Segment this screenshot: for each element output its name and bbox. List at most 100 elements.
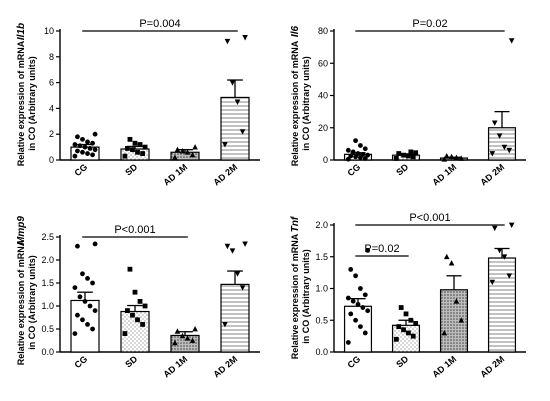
data-point (458, 155, 465, 161)
y-tick-label: 0.0 (41, 347, 54, 357)
data-point (87, 303, 93, 309)
data-point (353, 317, 358, 323)
y-tick-label: 1.5 (41, 278, 54, 288)
data-point (224, 38, 231, 45)
data-point (174, 146, 181, 153)
y-tick-label: 0.5 (315, 315, 328, 325)
data-point (408, 317, 414, 323)
data-point (508, 38, 515, 44)
data-point (408, 149, 414, 155)
data-point (127, 136, 133, 142)
bar-ad-1m (439, 289, 469, 353)
data-point (87, 145, 93, 151)
y-tick-label: 2.5 (41, 232, 54, 242)
data-point (184, 335, 191, 341)
data-point (403, 311, 409, 317)
data-point (491, 225, 498, 232)
data-point (348, 267, 354, 272)
data-point (184, 149, 191, 155)
data-point (80, 136, 85, 142)
data-point (172, 154, 178, 160)
data-point (406, 330, 411, 336)
data-point (345, 295, 351, 301)
charts-layer: 0 2 4 6 8 10 CG SD AD 1M AD 2M Relative expression… (16, 18, 526, 380)
data-point (90, 280, 95, 286)
data-point (406, 153, 411, 159)
data-point (125, 145, 130, 151)
y-tick-label: 80 (318, 26, 328, 36)
data-point (401, 327, 406, 333)
data-point (77, 143, 83, 149)
y-tick-label: 2.0 (315, 220, 328, 230)
y-tick-label: 40 (318, 91, 328, 101)
data-point (358, 324, 363, 329)
y-axis-label-line2: in CO (Arbitrary units) (301, 56, 311, 151)
data-point (137, 142, 143, 147)
data-point (234, 271, 241, 277)
y-tick-label: 6 (49, 78, 54, 88)
chart-panel-tnf: 0.0 0.5 1.0 1.5 2.0 CG SD AD 1M AD 2M Relative ex… (290, 212, 526, 380)
data-point (75, 312, 80, 318)
y-tick-label: 1.0 (41, 301, 54, 311)
data-point (365, 308, 371, 314)
x-tick-label: CG (73, 354, 90, 370)
chart-panel-il1b: 0 2 4 6 8 10 CG SD AD 1M AD 2M Relative expression… (16, 18, 260, 188)
data-point (92, 147, 98, 153)
x-tick-label: AD 2M (478, 162, 506, 188)
y-axis-label-line1: Relative expression of mRNA (16, 40, 26, 166)
data-point (362, 146, 368, 152)
data-point (362, 330, 368, 336)
data-point (222, 142, 228, 148)
y-axis-label-line2: in CO (Arbitrary units) (27, 255, 37, 350)
data-point (140, 151, 145, 156)
data-point (90, 152, 95, 158)
data-point (489, 279, 496, 286)
data-point (142, 144, 148, 150)
data-point (443, 152, 450, 159)
data-point (365, 152, 371, 158)
y-tick-label: 0 (323, 155, 328, 165)
data-point (358, 143, 363, 148)
y-tick-label: 10 (44, 26, 54, 36)
data-point (360, 305, 366, 310)
data-point (353, 138, 358, 144)
data-point (82, 299, 88, 304)
data-point (135, 317, 140, 323)
data-point (448, 260, 455, 266)
data-point (506, 273, 513, 279)
x-tick-label: AD 1M (161, 354, 189, 380)
significance-p-value: P<0.001 (409, 212, 450, 224)
y-tick-label: 0.0 (315, 347, 328, 357)
data-point (80, 271, 85, 277)
x-tick-label: CG (346, 354, 363, 370)
data-point (345, 147, 351, 153)
significance-p-value: P<0.001 (114, 224, 155, 236)
data-point (132, 140, 138, 146)
significance-p-value: P=0.004 (139, 18, 180, 30)
x-tick-label: AD 2M (478, 354, 506, 380)
data-point (242, 35, 248, 41)
significance-p-value: P=0.02 (412, 18, 447, 30)
data-point (239, 129, 246, 135)
x-tick-label: AD 2M (211, 162, 239, 188)
data-point (179, 147, 186, 154)
data-point (85, 322, 90, 327)
data-point (192, 326, 198, 332)
data-point (413, 321, 419, 326)
data-point (172, 339, 178, 346)
data-point (224, 243, 231, 250)
data-point (229, 80, 236, 86)
data-point (189, 151, 196, 158)
data-point (413, 150, 419, 156)
data-point (491, 120, 498, 126)
data-point (127, 266, 133, 272)
y-axis-label-line2: in CO (Arbitrary units) (27, 56, 37, 151)
data-point (345, 340, 351, 345)
data-point (90, 140, 95, 146)
data-point (179, 332, 186, 339)
data-point (398, 305, 404, 310)
data-point (458, 317, 465, 323)
data-point (142, 303, 148, 309)
y-tick-label: 20 (318, 123, 328, 133)
y-tick-label: 60 (318, 58, 328, 68)
